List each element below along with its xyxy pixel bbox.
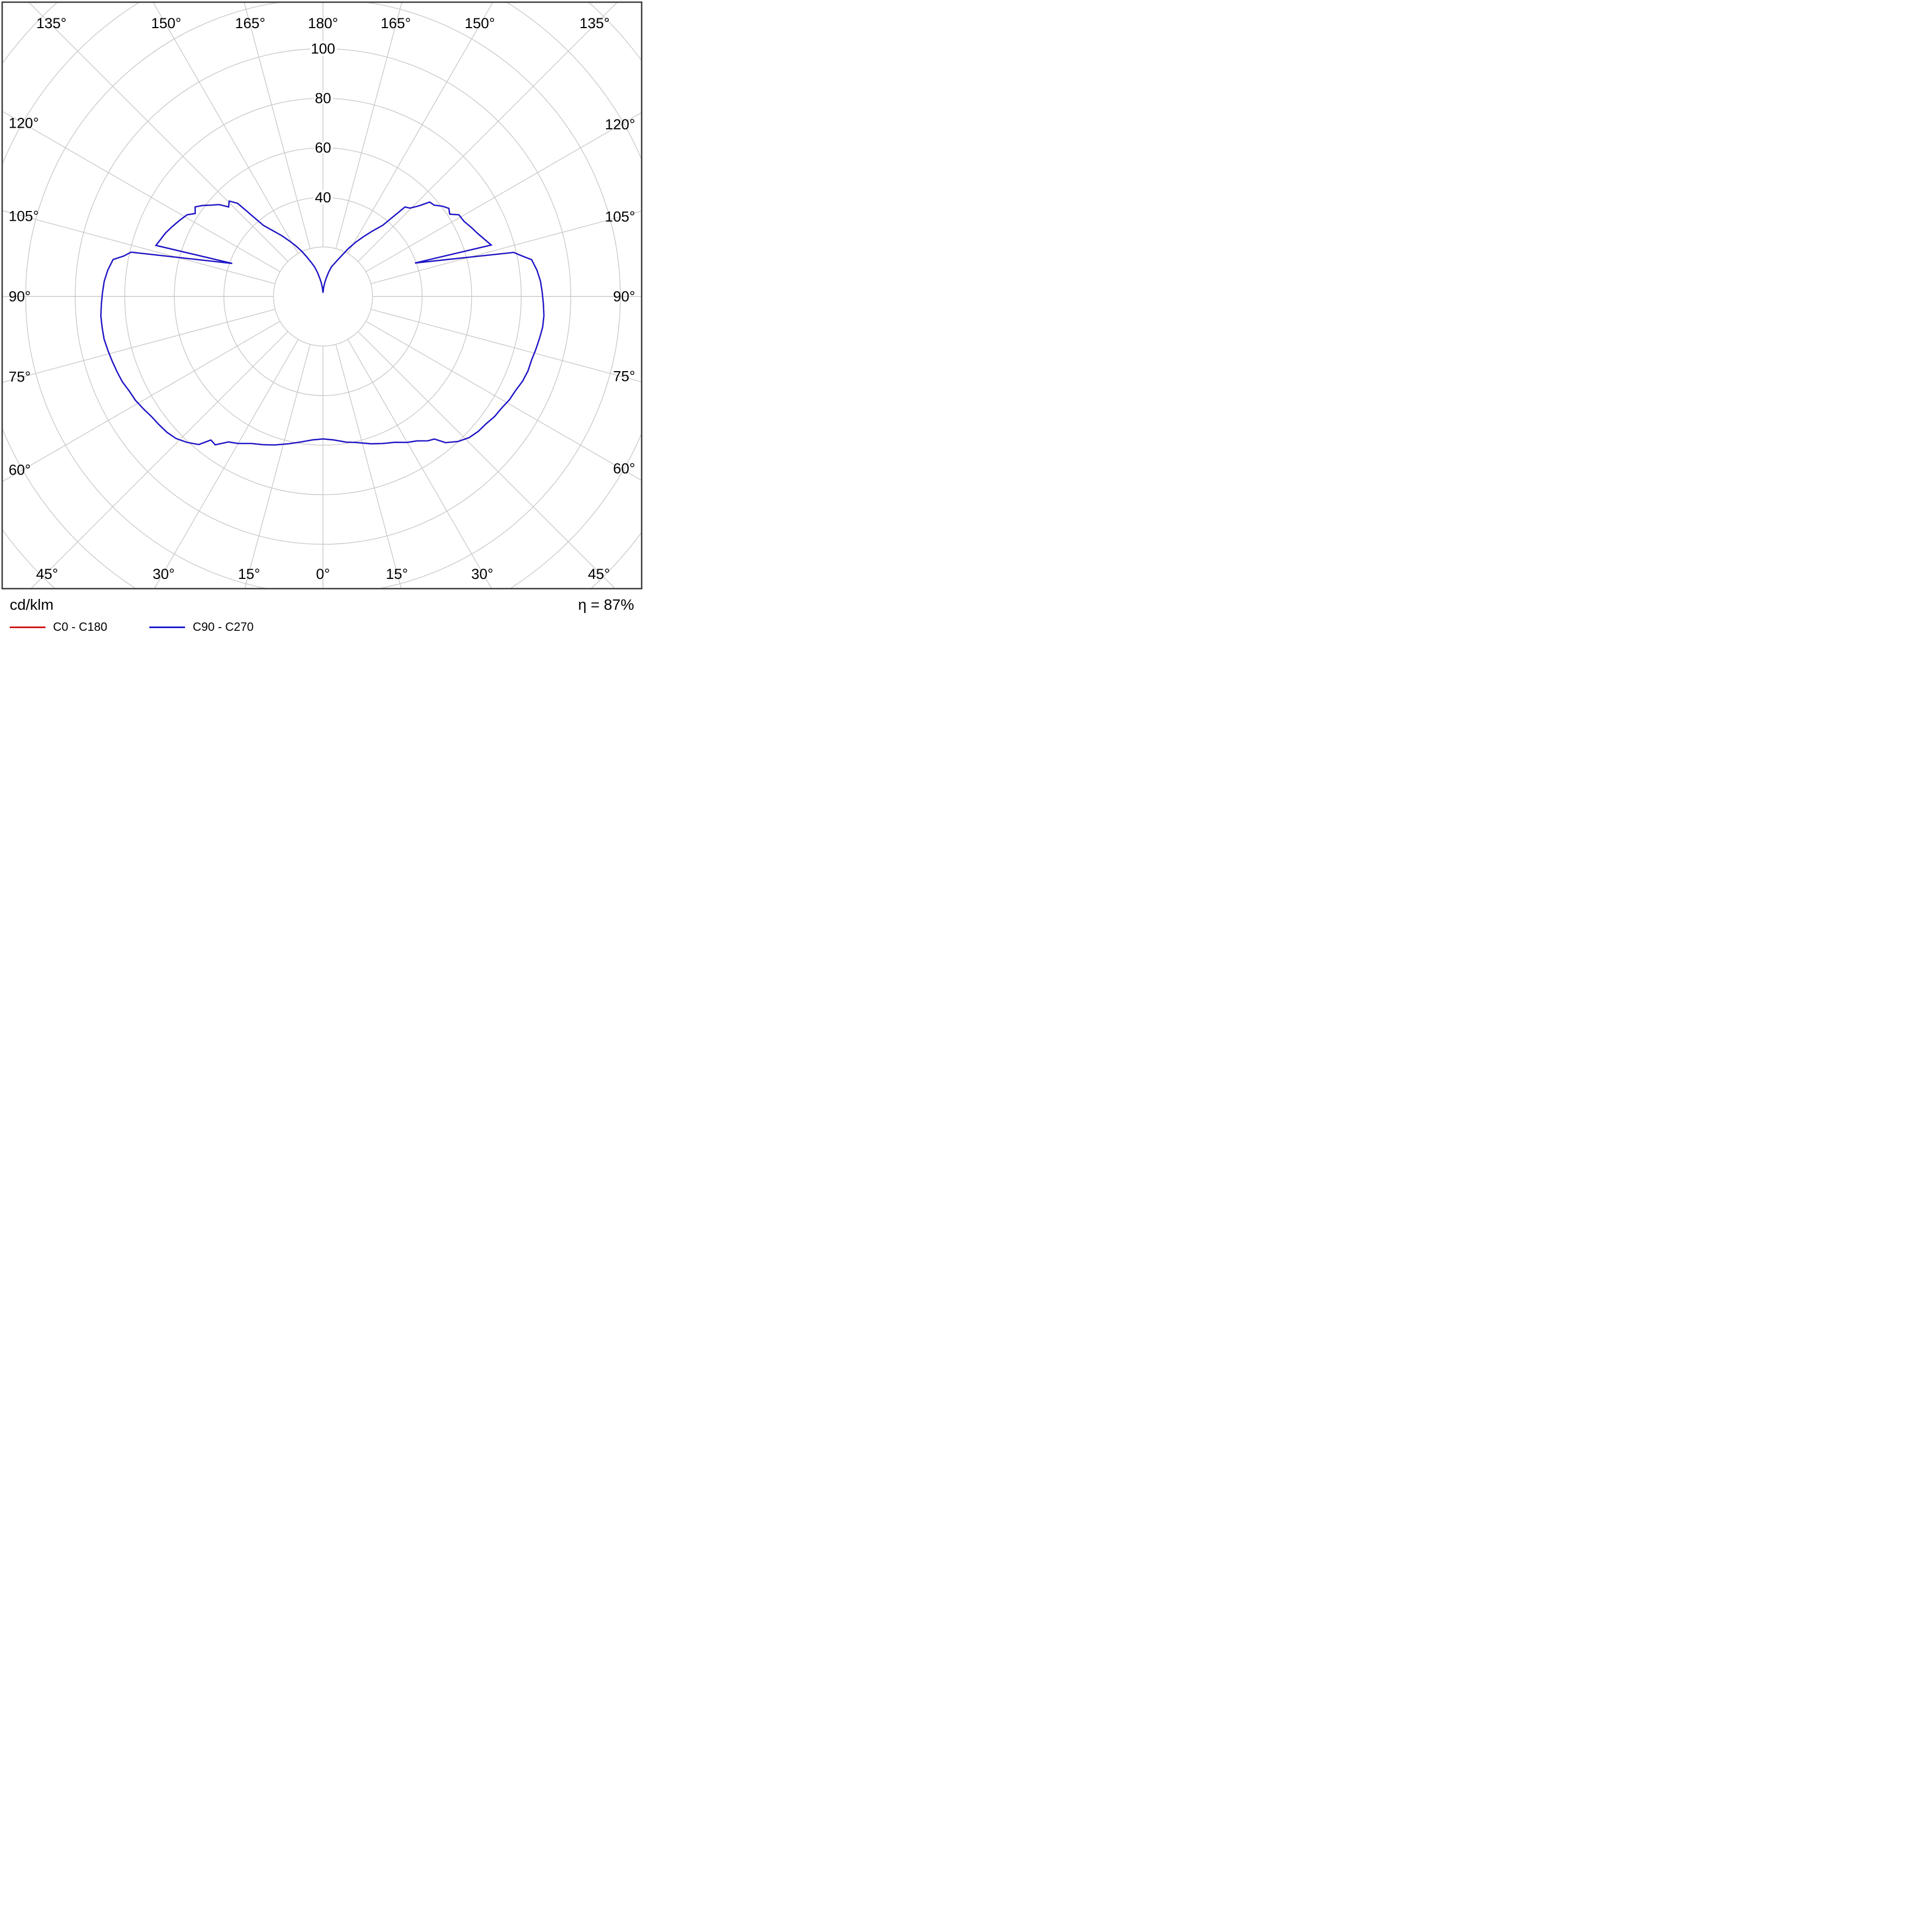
curves xyxy=(100,200,545,446)
efficiency-label: η = 87% xyxy=(578,596,634,613)
legend-label-c0-c180: C0 - C180 xyxy=(53,620,108,634)
grid-spoke xyxy=(371,309,642,383)
grid-spoke xyxy=(154,339,299,589)
curve-c90-c270 xyxy=(100,200,545,446)
radial-tick-label: 40 xyxy=(315,189,331,206)
polar-grid xyxy=(2,2,642,589)
plot-frame xyxy=(1,1,643,590)
legend-top-row: cd/klm η = 87% xyxy=(10,596,634,614)
grid-spoke xyxy=(2,321,281,483)
grid-spoke xyxy=(371,210,642,284)
grid-spoke xyxy=(2,309,275,383)
grid-spoke xyxy=(358,2,618,262)
grid-spoke xyxy=(335,344,402,589)
grid-spoke xyxy=(347,2,493,254)
angle-label: 105° xyxy=(9,208,39,224)
grid-ring xyxy=(2,2,642,589)
angle-label: 0° xyxy=(316,566,330,582)
legend-swatch-c0-c180 xyxy=(10,626,45,628)
radial-tick-label: 80 xyxy=(315,90,331,107)
angle-label: 135° xyxy=(579,15,610,31)
grid-spoke xyxy=(358,331,616,589)
angle-label: 150° xyxy=(151,15,181,31)
legend-item-c90-c270: C90 - C270 xyxy=(149,620,254,634)
legend-bar: cd/klm η = 87% C0 - C180 C90 - C270 xyxy=(0,591,644,644)
grid-spoke xyxy=(2,210,275,284)
legend-swatch-c90-c270 xyxy=(149,626,186,628)
grid-spoke xyxy=(244,344,311,589)
angle-label: 60° xyxy=(613,460,635,477)
grid-spoke xyxy=(30,331,288,589)
curve-c0-c180 xyxy=(100,200,545,446)
angle-label: 15° xyxy=(238,566,260,582)
angle-label: 75° xyxy=(9,369,31,385)
grid-ring xyxy=(2,2,642,589)
angle-label: 135° xyxy=(36,15,67,31)
angle-label: 120° xyxy=(9,115,39,131)
angle-label: 30° xyxy=(153,566,175,582)
angle-label: 30° xyxy=(471,566,493,582)
legend-label-c90-c270: C90 - C270 xyxy=(193,620,254,634)
angle-label: 120° xyxy=(605,116,635,133)
angle-label: 45° xyxy=(36,566,58,582)
angle-labels: 0° 15° 15° 30° 30° 45° 45° 60° 60° 75° 75° 90° 90° 10… xyxy=(9,15,635,582)
angle-label: 165° xyxy=(235,15,266,31)
angle-label: 75° xyxy=(613,368,635,385)
grid-spoke xyxy=(365,112,642,272)
legend-row: C0 - C180 C90 - C270 xyxy=(10,620,634,634)
grid-spoke xyxy=(243,2,311,249)
angle-label: 15° xyxy=(386,566,408,582)
grid-spoke xyxy=(347,339,492,589)
angle-label: 90° xyxy=(9,288,31,305)
radial-tick-label: 100 xyxy=(311,41,335,57)
grid-spoke xyxy=(2,110,281,272)
grid-ring xyxy=(273,246,373,347)
grid-spoke xyxy=(365,321,642,481)
polar-chart: 40 60 80 100 0° 15° 15° 30° 30° 45° 45° 60° 60° 75° 75… xyxy=(1,1,643,590)
angle-label: 165° xyxy=(381,15,411,31)
grid-spoke xyxy=(28,2,288,262)
units-label: cd/klm xyxy=(10,596,54,613)
angle-label: 180° xyxy=(308,15,338,31)
polar-diagram-panel: 40 60 80 100 0° 15° 15° 30° 30° 45° 45° 60° 60° 75° 75… xyxy=(0,0,644,591)
angle-label: 90° xyxy=(613,288,635,305)
angle-label: 60° xyxy=(9,461,31,478)
legend-item-c0-c180: C0 - C180 xyxy=(10,620,107,634)
grid-spoke xyxy=(335,2,403,249)
angle-label: 105° xyxy=(605,208,635,225)
angle-label: 45° xyxy=(588,566,610,582)
angle-label: 150° xyxy=(465,15,495,31)
grid-spoke xyxy=(153,2,299,254)
radial-tick-label: 60 xyxy=(315,140,331,156)
radial-tick-labels: 40 60 80 100 xyxy=(308,38,337,208)
